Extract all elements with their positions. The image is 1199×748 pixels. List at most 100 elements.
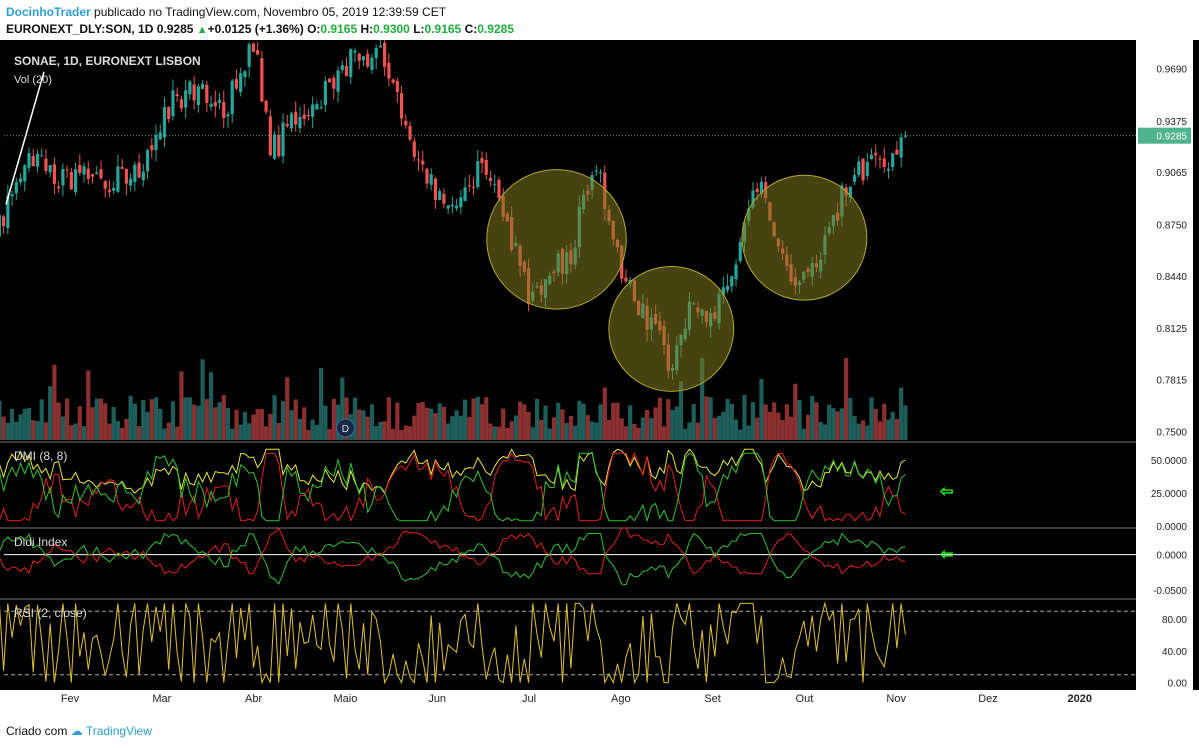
candle <box>315 104 319 110</box>
volume-bar <box>65 398 70 440</box>
candle <box>133 164 137 182</box>
candle <box>861 158 865 181</box>
author-name[interactable]: DocinhoTrader <box>6 5 91 19</box>
didi-title: Didi Index <box>14 535 67 549</box>
candle <box>319 107 323 109</box>
candle <box>425 168 429 184</box>
candle <box>192 84 196 101</box>
candle <box>260 58 264 102</box>
candle <box>302 114 306 119</box>
candle <box>0 214 1 237</box>
volume-bar <box>280 400 286 440</box>
volume-bar <box>501 408 506 440</box>
dividend-marker-icon <box>335 418 355 438</box>
volume-bar <box>518 401 523 440</box>
candle <box>899 137 903 158</box>
candle <box>323 80 327 105</box>
plus-di-line <box>0 452 906 523</box>
candle <box>90 174 95 177</box>
volume-bar <box>420 401 425 440</box>
volume-bar <box>869 397 874 440</box>
volume-bar <box>636 427 641 440</box>
candle <box>455 205 459 209</box>
volume-bar <box>94 398 99 440</box>
volume-bar <box>462 399 468 440</box>
volume-bar <box>801 428 806 440</box>
candle <box>306 115 311 117</box>
x-tick-label: Out <box>796 693 814 705</box>
candle <box>196 86 200 105</box>
x-tick-label: Jul <box>522 693 536 705</box>
candle <box>78 164 82 173</box>
volume-bar <box>39 399 44 440</box>
candle <box>878 158 882 160</box>
candle <box>112 187 116 191</box>
candle <box>349 49 353 78</box>
candle <box>48 165 52 173</box>
price-tick-label: 0.7815 <box>1156 375 1187 386</box>
volume-bar <box>780 419 785 440</box>
trendline <box>5 71 45 205</box>
volume-bar <box>852 416 857 440</box>
dmi-tick-label: 50.0000 <box>1151 456 1188 467</box>
candle <box>264 100 268 112</box>
volume-bar <box>272 395 277 440</box>
adx-line <box>0 448 906 495</box>
volume-bar <box>687 422 692 440</box>
candle <box>69 171 73 190</box>
highlight-circle <box>608 265 735 392</box>
candle <box>298 117 302 129</box>
candle <box>336 70 340 92</box>
volume-bar <box>645 409 650 440</box>
volume-bar <box>725 398 730 440</box>
candle <box>497 179 501 198</box>
candle <box>751 190 755 208</box>
volume-bar <box>894 418 900 440</box>
volume-bar <box>412 415 417 440</box>
candle <box>450 204 454 207</box>
volume-bar <box>170 401 176 440</box>
volume-bar <box>848 397 853 440</box>
volume-bar <box>708 397 713 440</box>
volume-bar <box>234 409 239 440</box>
footer: Criado com ☁ TradingView <box>6 724 152 738</box>
tradingview-logo-icon[interactable]: ☁ <box>70 724 83 738</box>
trading-chart[interactable]: Fev Mar Abr Maio Jun Jul Ago Set Out Nov Dez 2020 0.… <box>0 40 1199 710</box>
candle <box>2 216 6 227</box>
high-value: 0.9300 <box>373 22 410 36</box>
volume-bar <box>822 424 828 440</box>
volume-bar <box>323 405 328 440</box>
candle <box>886 168 891 171</box>
candle <box>268 116 272 156</box>
volume-bar <box>666 399 671 440</box>
volume-bar <box>640 417 645 440</box>
volume-bar <box>204 399 209 440</box>
volume-bar <box>721 411 726 440</box>
candle <box>107 189 112 192</box>
volume-bar <box>484 397 489 440</box>
price-change: +0.0125 (+1.36%) <box>207 22 304 36</box>
candle <box>370 57 374 70</box>
candle <box>222 102 226 118</box>
volume-bar <box>763 404 768 440</box>
candle <box>438 191 442 200</box>
candle <box>446 205 450 209</box>
candle <box>598 172 603 174</box>
candle <box>408 125 412 140</box>
candle <box>903 135 907 137</box>
candle <box>243 71 247 77</box>
volume-bar <box>369 404 375 440</box>
volume-bar <box>86 370 91 440</box>
volume-bar <box>513 415 518 440</box>
candle <box>395 81 399 92</box>
candle <box>882 158 886 168</box>
volume-bar <box>179 371 184 440</box>
tradingview-link[interactable]: TradingView <box>85 724 152 738</box>
volume-bar <box>340 377 345 440</box>
candle <box>374 47 378 59</box>
volume-bar <box>22 408 27 440</box>
candle <box>175 94 179 96</box>
volume-bar <box>297 418 303 440</box>
high-label: H: <box>360 22 374 36</box>
candle <box>383 42 387 67</box>
